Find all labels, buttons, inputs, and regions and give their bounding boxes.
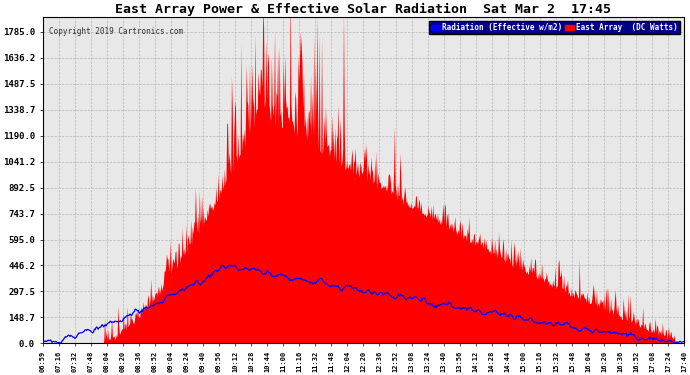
Legend: Radiation (Effective w/m2), East Array  (DC Watts): Radiation (Effective w/m2), East Array (… (428, 21, 680, 34)
Text: Copyright 2019 Cartronics.com: Copyright 2019 Cartronics.com (49, 27, 184, 36)
Title: East Array Power & Effective Solar Radiation  Sat Mar 2  17:45: East Array Power & Effective Solar Radia… (115, 3, 611, 16)
